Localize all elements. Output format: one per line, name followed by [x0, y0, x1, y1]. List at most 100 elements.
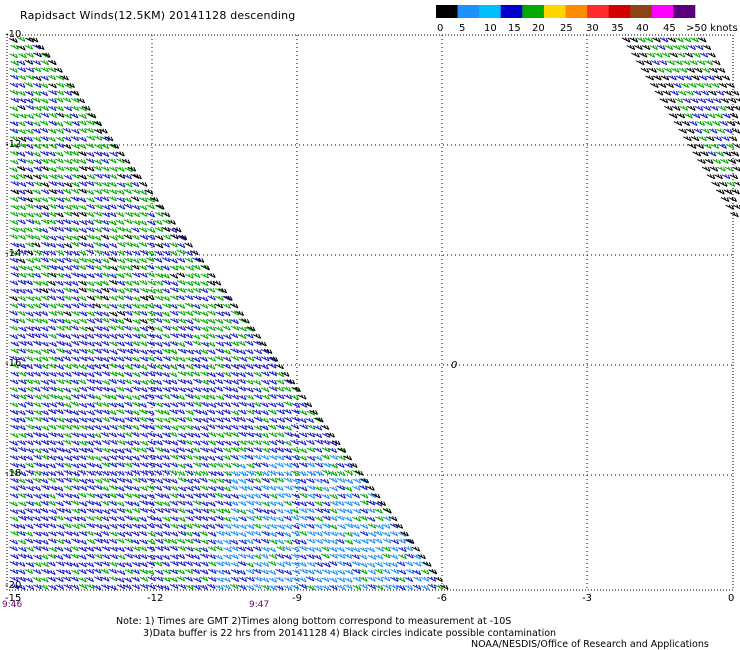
wind-barb: [313, 569, 323, 575]
wind-barb: [388, 516, 398, 522]
wind-barb: [62, 287, 72, 293]
wind-barb: [169, 242, 178, 248]
wind-barb: [177, 401, 186, 407]
wind-barb: [48, 333, 57, 339]
wind-barb: [215, 363, 224, 369]
wind-barb: [252, 387, 262, 393]
wind-barb: [40, 440, 50, 446]
wind-barb: [693, 128, 703, 134]
wind-barb: [290, 515, 300, 521]
wind-barb: [101, 380, 111, 386]
wind-barb: [123, 371, 133, 377]
wind-barb: [70, 401, 79, 407]
wind-barb: [672, 82, 682, 89]
wind-barb: [260, 371, 270, 377]
wind-barb: [40, 158, 49, 164]
wind-barb: [124, 409, 133, 415]
wind-barb: [676, 52, 686, 58]
wind-barb: [123, 250, 133, 256]
wind-barb: [24, 128, 34, 135]
wind-barb: [191, 554, 201, 560]
wind-barb: [17, 205, 27, 211]
wind-barb: [222, 539, 232, 545]
wind-barb: [161, 348, 171, 354]
wind-barb: [337, 447, 347, 453]
colorbar-swatch: [436, 5, 458, 18]
wind-barb: [123, 387, 133, 393]
wind-barb: [321, 530, 331, 536]
wind-barb: [55, 492, 65, 498]
wind-barb: [100, 530, 110, 536]
wind-barb: [116, 523, 126, 529]
wind-barb: [92, 303, 102, 309]
wind-barb: [207, 576, 217, 582]
wind-barb: [47, 561, 56, 567]
wind-barb: [177, 417, 186, 423]
wind-barb: [100, 363, 110, 370]
wind-barb: [720, 98, 729, 104]
wind-barb: [200, 417, 209, 424]
wind-barb: [82, 105, 91, 111]
wind-barb: [200, 401, 209, 407]
wind-barb: [93, 371, 103, 377]
wind-barb: [70, 258, 80, 264]
wind-barb: [70, 576, 79, 582]
wind-barb: [47, 196, 57, 202]
wind-barb: [63, 211, 73, 217]
wind-barb: [161, 501, 171, 507]
wind-barb: [707, 151, 717, 157]
wind-barb: [230, 432, 240, 438]
wind-barb: [260, 417, 270, 424]
wind-barb: [230, 355, 240, 361]
wind-barb: [17, 212, 27, 218]
wind-barb: [229, 303, 239, 309]
wind-barb: [306, 507, 315, 514]
wind-barb: [284, 431, 293, 437]
wind-barb: [108, 462, 118, 468]
wind-barb: [723, 90, 732, 96]
wind-barb: [359, 576, 368, 582]
wind-barb: [712, 158, 722, 165]
wind-barb: [48, 120, 57, 126]
wind-barb: [161, 576, 171, 583]
wind-barb: [40, 410, 49, 416]
wind-barb: [260, 561, 270, 567]
wind-barb: [335, 462, 345, 468]
wind-barb: [169, 295, 179, 301]
wind-barb: [420, 576, 430, 582]
wind-barb: [78, 386, 88, 392]
wind-barb: [176, 576, 186, 582]
wind-barb: [344, 531, 353, 537]
wind-barb: [214, 355, 224, 362]
wind-barb: [25, 104, 35, 111]
wind-barb: [373, 538, 383, 544]
wind-barb: [115, 295, 125, 301]
wind-barb: [40, 112, 50, 118]
wind-barb: [145, 303, 155, 309]
wind-barb: [138, 546, 148, 552]
wind-barb: [121, 158, 131, 165]
wind-barb: [25, 462, 34, 468]
wind-barb: [375, 524, 384, 530]
wind-barb: [189, 250, 199, 256]
wind-barb: [101, 173, 111, 179]
wind-barb: [268, 577, 278, 583]
wind-barb: [131, 296, 141, 302]
wind-barb: [93, 272, 103, 278]
wind-barb: [10, 394, 20, 400]
wind-barb: [177, 545, 186, 552]
wind-barb: [684, 52, 694, 58]
wind-barb: [63, 485, 73, 491]
wind-barb: [252, 554, 262, 560]
wind-barb: [9, 546, 18, 552]
wind-barb: [85, 181, 95, 187]
wind-barb: [93, 485, 103, 491]
wind-barb: [215, 485, 225, 491]
wind-barb: [267, 569, 277, 576]
wind-barb: [263, 348, 273, 355]
wind-barb: [101, 181, 110, 188]
wind-barb: [176, 516, 186, 522]
wind-barb: [85, 281, 95, 287]
wind-barb: [56, 447, 65, 453]
wind-barb: [335, 538, 345, 545]
